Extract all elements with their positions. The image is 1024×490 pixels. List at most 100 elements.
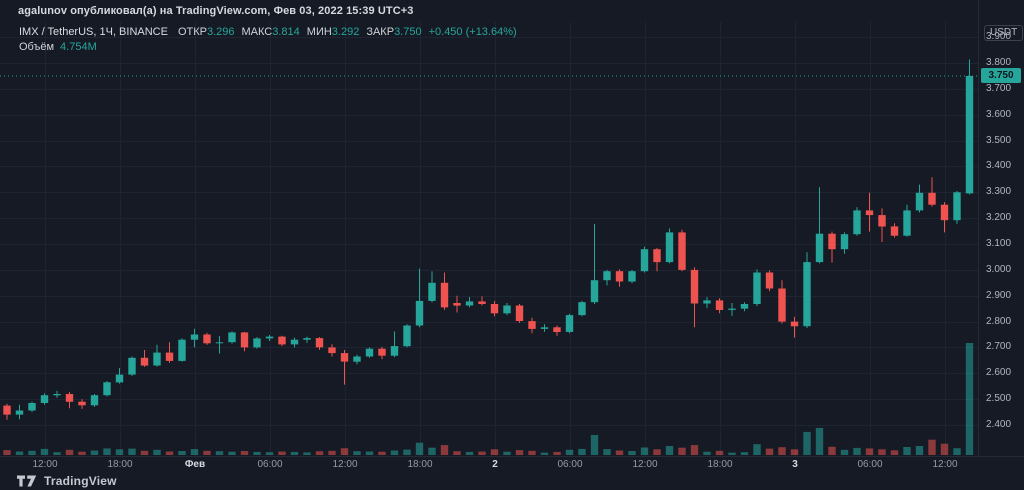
- volume-bar: [328, 450, 336, 455]
- candle: [528, 317, 536, 334]
- volume-bar: [553, 451, 561, 455]
- candle: [728, 303, 736, 316]
- time-axis[interactable]: 12:00 18:00 Фев 06:00 12:00 18:00 2 06:00 12:00 1…: [0, 456, 1024, 472]
- candle: [28, 401, 36, 412]
- volume-bar: [603, 449, 611, 455]
- candle: [665, 228, 674, 264]
- price-axis-label: 2.500: [986, 393, 1012, 404]
- candle: [778, 280, 786, 324]
- price-axis-label: 3.000: [986, 264, 1012, 275]
- candle: [290, 337, 299, 348]
- volume-bar: [78, 451, 86, 455]
- currency-unit-badge: USDT: [984, 25, 1024, 41]
- volume-bar: [140, 450, 149, 455]
- candle: [953, 191, 961, 224]
- candle: [178, 338, 186, 362]
- candle: [678, 229, 686, 272]
- time-axis-label: 06:00: [857, 459, 883, 470]
- candle: [378, 346, 386, 360]
- candle: [53, 390, 61, 398]
- candle: [440, 272, 449, 310]
- volume-bar: [703, 451, 711, 455]
- time-axis-label: 06:00: [257, 459, 283, 470]
- volume-bar: [228, 451, 236, 455]
- volume-bar: [490, 449, 499, 455]
- volume-bar: [828, 446, 836, 455]
- volume-bar: [615, 450, 624, 455]
- volume-bar: [728, 452, 736, 455]
- volume-bar: [253, 451, 261, 455]
- candle: [840, 232, 849, 254]
- volume-bar: [415, 442, 424, 455]
- candle: [203, 332, 211, 345]
- volume-bar: [28, 450, 36, 455]
- volume-bar: [128, 448, 136, 455]
- candle: [653, 247, 661, 272]
- candle: [490, 300, 499, 317]
- volume-bar: [53, 452, 61, 455]
- candle: [790, 316, 799, 338]
- volume-bar: [803, 431, 811, 455]
- volume-bar: [278, 451, 286, 455]
- current-price-badge: 3.750: [981, 68, 1021, 83]
- volume-bar: [540, 452, 549, 455]
- candle: [140, 350, 149, 367]
- volume-bar: [678, 447, 686, 455]
- volume-bar: [478, 451, 486, 455]
- volume-bar: [90, 450, 99, 455]
- volume-bar: [265, 452, 274, 455]
- volume-bar: [715, 450, 724, 455]
- volume-bar: [353, 451, 361, 455]
- volume-bar: [878, 449, 886, 455]
- candle: [315, 337, 324, 350]
- price-axis-label: 3.100: [986, 238, 1012, 249]
- price-axis[interactable]: USDT 3.750 3.900 3.800 3.700 3.600 3.500 3.40…: [978, 0, 1024, 456]
- candle: [40, 393, 49, 405]
- tradingview-brand-text[interactable]: TradingView: [44, 473, 117, 488]
- volume-bar: [165, 451, 174, 455]
- volume-bar: [290, 451, 299, 455]
- candle: [828, 231, 836, 263]
- volume-bar: [840, 449, 849, 455]
- volume-bar: [315, 451, 324, 455]
- volume-bar: [203, 450, 211, 455]
- candle: [565, 313, 574, 334]
- candlestick-chart-pane[interactable]: [0, 0, 978, 456]
- volume-bar: [915, 446, 924, 455]
- candle: [190, 328, 199, 348]
- time-axis-label: 2: [492, 459, 498, 470]
- candle: [915, 184, 924, 213]
- candle: [3, 403, 11, 420]
- candle: [340, 350, 349, 385]
- volume-bar: [465, 451, 474, 455]
- volume-bar: [765, 448, 774, 455]
- candle: [890, 223, 899, 238]
- volume-bar: [565, 449, 574, 455]
- candle: [240, 331, 249, 352]
- time-axis-label: 18:00: [407, 459, 433, 470]
- volume-bar: [778, 447, 786, 455]
- volume-bar: [653, 449, 661, 455]
- volume-bar: [640, 447, 649, 455]
- candle: [478, 296, 486, 306]
- candle: [740, 302, 749, 312]
- volume-bar: [178, 451, 186, 455]
- volume-bar: [690, 445, 699, 455]
- volume-bar: [853, 447, 861, 455]
- candle: [878, 208, 886, 242]
- candle: [403, 324, 411, 348]
- price-axis-label: 3.800: [986, 57, 1012, 68]
- volume-bar: [65, 449, 74, 455]
- price-axis-label: 3.300: [986, 186, 1012, 197]
- volume-bar: [190, 449, 199, 455]
- price-axis-label: 2.600: [986, 367, 1012, 378]
- candle: [153, 344, 161, 367]
- price-axis-label: 2.900: [986, 290, 1012, 301]
- time-axis-label: 12:00: [32, 459, 58, 470]
- candle: [465, 297, 474, 308]
- price-axis-label: 2.700: [986, 341, 1012, 352]
- volume-bar: [628, 451, 636, 455]
- candle: [253, 337, 261, 349]
- tradingview-logo-icon[interactable]: [17, 474, 38, 488]
